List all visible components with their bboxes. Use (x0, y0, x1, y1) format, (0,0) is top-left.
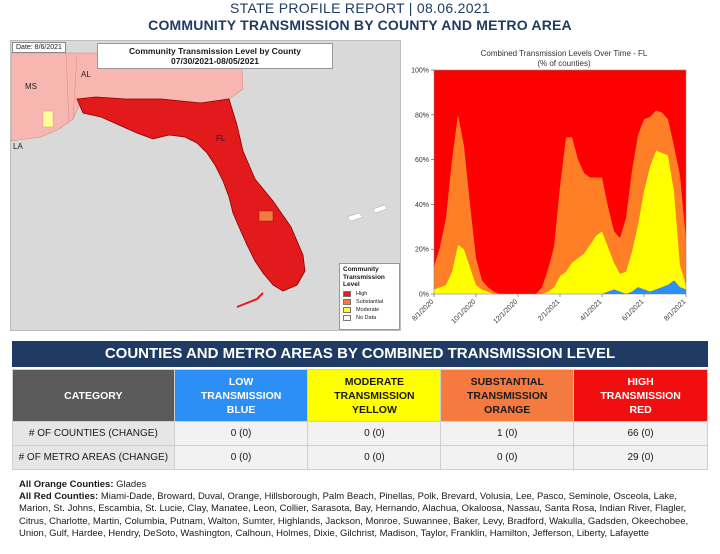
cell-low: 0 (0) (173, 445, 309, 470)
legend-title-2: Transmission (343, 273, 385, 281)
header-high-l1: HIGH (627, 375, 654, 388)
report-subtitle: COMMUNITY TRANSMISSION BY COUNTY AND MET… (148, 17, 572, 33)
chart-svg: Combined Transmission Levels Over Time -… (411, 49, 687, 325)
legend-label-nodata: No Data (356, 314, 377, 321)
florida-keys (236, 292, 264, 308)
label-al: AL (81, 70, 91, 79)
cell-substantial: 0 (0) (440, 445, 575, 470)
chart-plot (433, 69, 687, 295)
table-row-metro: # OF METRO AREAS (CHANGE) 0 (0) 0 (0) 0 … (12, 445, 708, 470)
label-fl: FL (216, 134, 226, 143)
header-high-l3: RED (629, 403, 652, 416)
header-low: LOW TRANSMISSION BLUE (173, 369, 309, 422)
x-tick-label: 6/1/2021 (621, 298, 645, 322)
legend-swatch-nodata (343, 314, 351, 321)
legend-item-substantial: Substantial (343, 298, 396, 305)
chart-x-axis: 8/1/2020 10/1/2020 12/1/2020 2/1/2021 4/1/20… (411, 294, 687, 325)
label-la: LA (13, 142, 23, 151)
cell-low: 0 (0) (173, 421, 309, 446)
x-tick-label: 4/1/2021 (579, 298, 603, 322)
x-tick-label: 12/1/2020 (492, 298, 519, 325)
legend-item-high: High (343, 290, 396, 297)
map-date: Date: 8/6/2021 (12, 42, 66, 53)
map-title-box: Community Transmission Level by County 0… (97, 43, 333, 69)
header-moderate-l1: MODERATE (344, 375, 405, 388)
table-header-row: CATEGORY LOW TRANSMISSION BLUE MODERATE … (12, 369, 708, 422)
header-moderate-l2: TRANSMISSION (334, 389, 415, 402)
header-high: HIGH TRANSMISSION RED (573, 369, 708, 422)
bahamas (346, 204, 388, 222)
cell-substantial: 1 (0) (440, 421, 575, 446)
y-tick-label: 40% (415, 202, 429, 209)
header-high-l2: TRANSMISSION (600, 389, 681, 402)
header-moderate-l3: YELLOW (351, 403, 397, 416)
report-title: STATE PROFILE REPORT | 08.06.2021 (230, 0, 490, 16)
legend-swatch-substantial (343, 298, 351, 305)
neighbor-county-moderate (42, 110, 54, 128)
cell-moderate: 0 (0) (307, 445, 442, 470)
legend-swatch-moderate (343, 306, 351, 313)
area-substantial (434, 110, 686, 294)
legend-label-moderate: Moderate (356, 306, 380, 313)
x-tick-label: 10/1/2020 (450, 298, 477, 325)
cell-high: 66 (0) (573, 421, 708, 446)
area-moderate (434, 150, 686, 294)
state-borders (65, 52, 78, 122)
red-list: Miami-Dade, Broward, Duval, Orange, Hill… (19, 491, 689, 539)
legend-item-moderate: Moderate (343, 306, 396, 313)
orange-list: Glades (116, 479, 147, 490)
legend-label-high: High (356, 290, 368, 297)
legend-label-substantial: Substantial (356, 298, 384, 305)
florida-shape (76, 96, 306, 292)
chart-y-axis: 0% 20% 40% 60% 80% 100% (411, 68, 434, 299)
x-tick-label: 2/1/2021 (537, 298, 561, 322)
table-title: COUNTIES AND METRO AREAS BY COMBINED TRA… (12, 341, 708, 367)
header-substantial-l1: SUBSTANTIAL (470, 375, 544, 388)
county-map: MS AL GA LA FL Date: 8/6/2021 Community … (10, 40, 401, 331)
map-canvas: MS AL GA LA FL (11, 41, 400, 330)
cell-moderate: 0 (0) (307, 421, 442, 446)
legend-item-nodata: No Data (343, 314, 396, 321)
header-substantial-l3: ORANGE (484, 403, 531, 416)
header-moderate: MODERATE TRANSMISSION YELLOW (307, 369, 442, 422)
header-low-l1: LOW (228, 375, 254, 388)
y-tick-label: 20% (415, 247, 429, 254)
cell-high: 29 (0) (573, 445, 708, 470)
header-substantial-l2: TRANSMISSION (466, 389, 548, 402)
chart-subtitle: (% of counties) (537, 59, 591, 68)
label-ms: MS (25, 82, 37, 91)
x-tick-label: 8/1/2021 (663, 298, 687, 322)
table-row-counties: # OF COUNTIES (CHANGE) 0 (0) 0 (0) 1 (0)… (12, 421, 708, 446)
county-notes: All Orange Counties: Glades All Red Coun… (19, 479, 709, 540)
header-low-l3: BLUE (226, 403, 256, 416)
y-tick-label: 80% (415, 112, 429, 119)
x-tick-label: 8/1/2020 (411, 298, 435, 322)
red-label: All Red Counties: (19, 491, 99, 503)
header-substantial: SUBSTANTIAL TRANSMISSION ORANGE (440, 369, 575, 422)
header-low-l2: TRANSMISSION (200, 389, 282, 402)
area-low (434, 280, 686, 294)
glades-county (258, 210, 274, 222)
legend-title-3: Level (343, 281, 360, 288)
transmission-table: CATEGORY LOW TRANSMISSION BLUE MODERATE … (12, 369, 708, 470)
y-tick-label: 60% (415, 157, 429, 164)
row-label: # OF METRO AREAS (CHANGE) (12, 445, 175, 470)
red-counties: All Red Counties: Miami-Dade, Broward, D… (19, 491, 709, 540)
chart-title: Combined Transmission Levels Over Time -… (481, 49, 648, 58)
orange-counties: All Orange Counties: Glades (19, 479, 709, 491)
legend-title-1: Community (343, 266, 379, 273)
legend-swatch-high (343, 290, 351, 297)
orange-label: All Orange Counties: (19, 479, 114, 490)
map-subtitle: 07/30/2021-08/05/2021 (171, 56, 259, 66)
report-header: STATE PROFILE REPORT | 08.06.2021 COMMUN… (0, 0, 720, 34)
transmission-chart: Combined Transmission Levels Over Time -… (404, 40, 720, 340)
row-label: # OF COUNTIES (CHANGE) (12, 421, 175, 446)
y-tick-label: 100% (411, 68, 429, 75)
header-category: CATEGORY (12, 369, 175, 422)
map-title: Community Transmission Level by County (129, 46, 301, 56)
y-tick-label: 0% (419, 292, 429, 299)
map-legend: Community Transmission Level High Substa… (339, 263, 400, 330)
